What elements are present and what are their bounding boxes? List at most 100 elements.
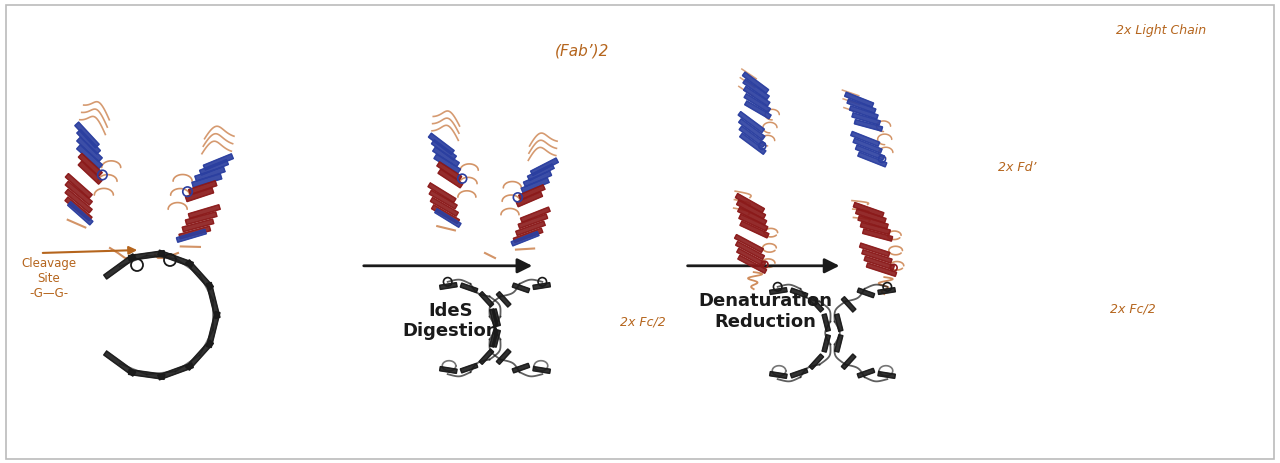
Polygon shape — [192, 175, 221, 188]
Polygon shape — [513, 229, 543, 243]
Polygon shape — [439, 283, 457, 290]
Polygon shape — [436, 163, 462, 181]
Polygon shape — [809, 297, 823, 313]
Polygon shape — [65, 174, 92, 199]
Polygon shape — [177, 230, 206, 243]
Polygon shape — [736, 194, 764, 213]
Text: 2x Fc/2: 2x Fc/2 — [620, 315, 666, 328]
Polygon shape — [77, 130, 100, 155]
Polygon shape — [822, 335, 831, 352]
Polygon shape — [854, 120, 883, 132]
Polygon shape — [490, 309, 498, 327]
Polygon shape — [104, 351, 136, 376]
Polygon shape — [68, 202, 93, 225]
Polygon shape — [516, 222, 545, 236]
Text: 2x Fd’: 2x Fd’ — [998, 160, 1037, 173]
Polygon shape — [855, 146, 884, 161]
Polygon shape — [179, 227, 211, 239]
Polygon shape — [852, 113, 881, 126]
Polygon shape — [492, 309, 500, 327]
Polygon shape — [429, 191, 457, 209]
Polygon shape — [854, 203, 884, 218]
Polygon shape — [204, 155, 233, 171]
Polygon shape — [433, 148, 460, 168]
Polygon shape — [735, 235, 763, 253]
Polygon shape — [532, 367, 550, 374]
Polygon shape — [200, 160, 228, 176]
Polygon shape — [737, 256, 767, 274]
Text: Cleavage
Site
-G—G-: Cleavage Site -G—G- — [20, 257, 77, 299]
Polygon shape — [65, 198, 92, 221]
Polygon shape — [841, 297, 856, 313]
Polygon shape — [878, 288, 896, 295]
Polygon shape — [858, 369, 874, 378]
Polygon shape — [858, 153, 887, 168]
Polygon shape — [867, 263, 897, 277]
Polygon shape — [512, 283, 530, 293]
Polygon shape — [855, 210, 886, 224]
Polygon shape — [431, 140, 457, 161]
Polygon shape — [851, 132, 879, 147]
Polygon shape — [790, 369, 808, 378]
Polygon shape — [65, 190, 92, 213]
Polygon shape — [492, 330, 500, 347]
Polygon shape — [431, 206, 460, 224]
Polygon shape — [128, 369, 165, 380]
Polygon shape — [479, 349, 494, 364]
Polygon shape — [206, 283, 220, 319]
Polygon shape — [530, 159, 558, 176]
Polygon shape — [430, 198, 458, 217]
Polygon shape — [188, 181, 216, 195]
Polygon shape — [524, 171, 552, 187]
Polygon shape — [429, 134, 454, 155]
Polygon shape — [859, 244, 890, 257]
Polygon shape — [847, 100, 876, 114]
Polygon shape — [490, 330, 498, 347]
Polygon shape — [497, 349, 511, 364]
Polygon shape — [186, 188, 214, 202]
Polygon shape — [835, 335, 844, 352]
Polygon shape — [182, 219, 214, 232]
Polygon shape — [74, 123, 100, 149]
Polygon shape — [186, 260, 214, 290]
Polygon shape — [739, 113, 764, 133]
Polygon shape — [438, 170, 463, 188]
Polygon shape — [742, 73, 769, 94]
Polygon shape — [852, 139, 882, 154]
Polygon shape — [864, 257, 895, 270]
Polygon shape — [863, 230, 892, 242]
Polygon shape — [128, 251, 165, 261]
Polygon shape — [78, 162, 102, 185]
Polygon shape — [737, 208, 767, 225]
Polygon shape — [769, 372, 787, 379]
Polygon shape — [434, 155, 461, 174]
Text: IdeS
Digestion: IdeS Digestion — [402, 301, 499, 340]
Polygon shape — [461, 283, 477, 293]
Polygon shape — [186, 340, 214, 370]
Text: (Fab’)2: (Fab’)2 — [556, 44, 609, 58]
Polygon shape — [439, 367, 457, 374]
Polygon shape — [861, 250, 892, 263]
Polygon shape — [745, 102, 771, 119]
Polygon shape — [737, 249, 765, 267]
Polygon shape — [65, 182, 92, 206]
Polygon shape — [739, 119, 765, 141]
Polygon shape — [527, 164, 554, 181]
Text: Denaturation
Reduction: Denaturation Reduction — [699, 292, 832, 331]
Polygon shape — [435, 209, 461, 228]
Polygon shape — [835, 314, 844, 332]
Polygon shape — [77, 138, 102, 163]
Polygon shape — [479, 292, 494, 307]
Polygon shape — [740, 134, 765, 155]
Polygon shape — [744, 88, 771, 107]
Polygon shape — [77, 146, 102, 169]
Polygon shape — [744, 94, 771, 113]
Polygon shape — [461, 363, 477, 373]
Polygon shape — [740, 222, 769, 238]
Polygon shape — [206, 312, 220, 348]
Polygon shape — [518, 214, 548, 229]
Polygon shape — [858, 216, 888, 229]
Polygon shape — [518, 185, 545, 200]
Polygon shape — [850, 106, 878, 120]
Polygon shape — [428, 183, 456, 203]
